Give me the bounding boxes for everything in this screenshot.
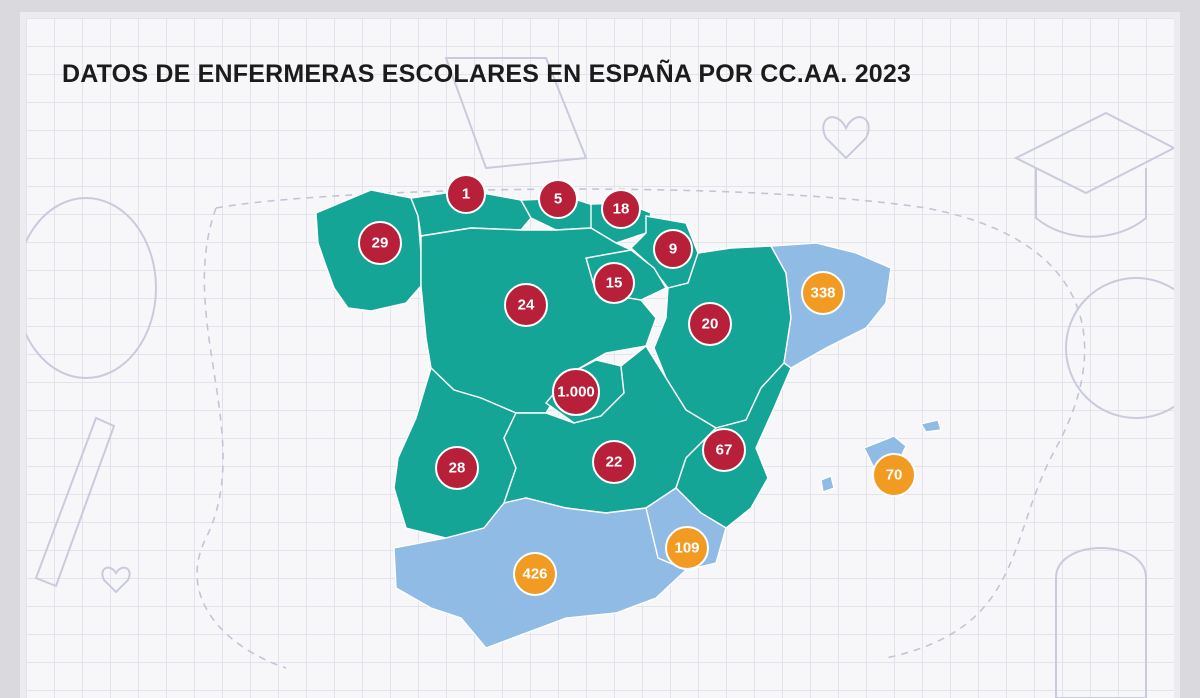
badge-murcia-value: 109 xyxy=(674,540,699,557)
badge-cataluna: 338 xyxy=(801,271,845,315)
regions xyxy=(315,189,942,649)
badge-navarra-value: 9 xyxy=(669,241,677,258)
heart-doodle xyxy=(822,116,870,160)
graduation-cap-doodle xyxy=(1013,111,1174,238)
region-baleares-menorca xyxy=(919,419,942,433)
badge-castilla-la-mancha: 22 xyxy=(592,440,636,484)
badge-extremadura-value: 28 xyxy=(449,460,466,477)
badge-asturias-value: 1 xyxy=(462,186,470,203)
badge-madrid-value: 1.000 xyxy=(557,384,595,401)
book-doodle xyxy=(444,57,588,170)
badge-castilla-leon: 24 xyxy=(504,283,548,327)
badge-valencia: 67 xyxy=(702,428,746,472)
badge-cantabria-value: 5 xyxy=(554,191,562,208)
page-title: DATOS DE ENFERMERAS ESCOLARES EN ESPAÑA … xyxy=(62,60,912,88)
background-doodles xyxy=(26,57,1174,698)
badge-cataluna-value: 338 xyxy=(810,285,835,302)
badge-aragon-value: 20 xyxy=(702,316,719,333)
dashed-border-doodle-left xyxy=(196,207,287,669)
badge-murcia: 109 xyxy=(665,526,709,570)
badge-la-rioja: 15 xyxy=(593,262,635,304)
backpack-doodle xyxy=(1055,547,1147,698)
badge-pais-vasco-value: 18 xyxy=(613,201,630,218)
badge-madrid: 1.000 xyxy=(552,368,600,416)
spain-map: 1 5 18 29 9 15 24 20 xyxy=(26,57,1174,698)
badge-asturias: 1 xyxy=(446,174,486,214)
region-baleares-ibiza xyxy=(820,475,835,493)
badge-la-rioja-value: 15 xyxy=(606,275,623,292)
badge-extremadura: 28 xyxy=(435,446,479,490)
heart-doodle-small xyxy=(101,566,131,594)
globe-doodle xyxy=(1065,277,1174,419)
infographic-card: 1 5 18 29 9 15 24 20 xyxy=(26,18,1174,698)
badge-valencia-value: 67 xyxy=(716,442,733,459)
badge-baleares: 70 xyxy=(872,453,916,497)
badge-baleares-value: 70 xyxy=(886,467,903,484)
badge-navarra: 9 xyxy=(653,229,693,269)
badge-castilla-la-mancha-value: 22 xyxy=(606,454,623,471)
pencil-doodle xyxy=(34,416,116,588)
badge-castilla-leon-value: 24 xyxy=(518,297,535,314)
badge-andalucia-value: 426 xyxy=(522,566,547,583)
badge-cantabria: 5 xyxy=(538,179,578,219)
badge-galicia-value: 29 xyxy=(372,235,389,252)
badge-andalucia: 426 xyxy=(513,552,557,596)
badge-galicia: 29 xyxy=(358,221,402,265)
badge-aragon: 20 xyxy=(688,302,732,346)
badge-pais-vasco: 18 xyxy=(601,189,641,229)
palette-doodle xyxy=(26,197,157,379)
